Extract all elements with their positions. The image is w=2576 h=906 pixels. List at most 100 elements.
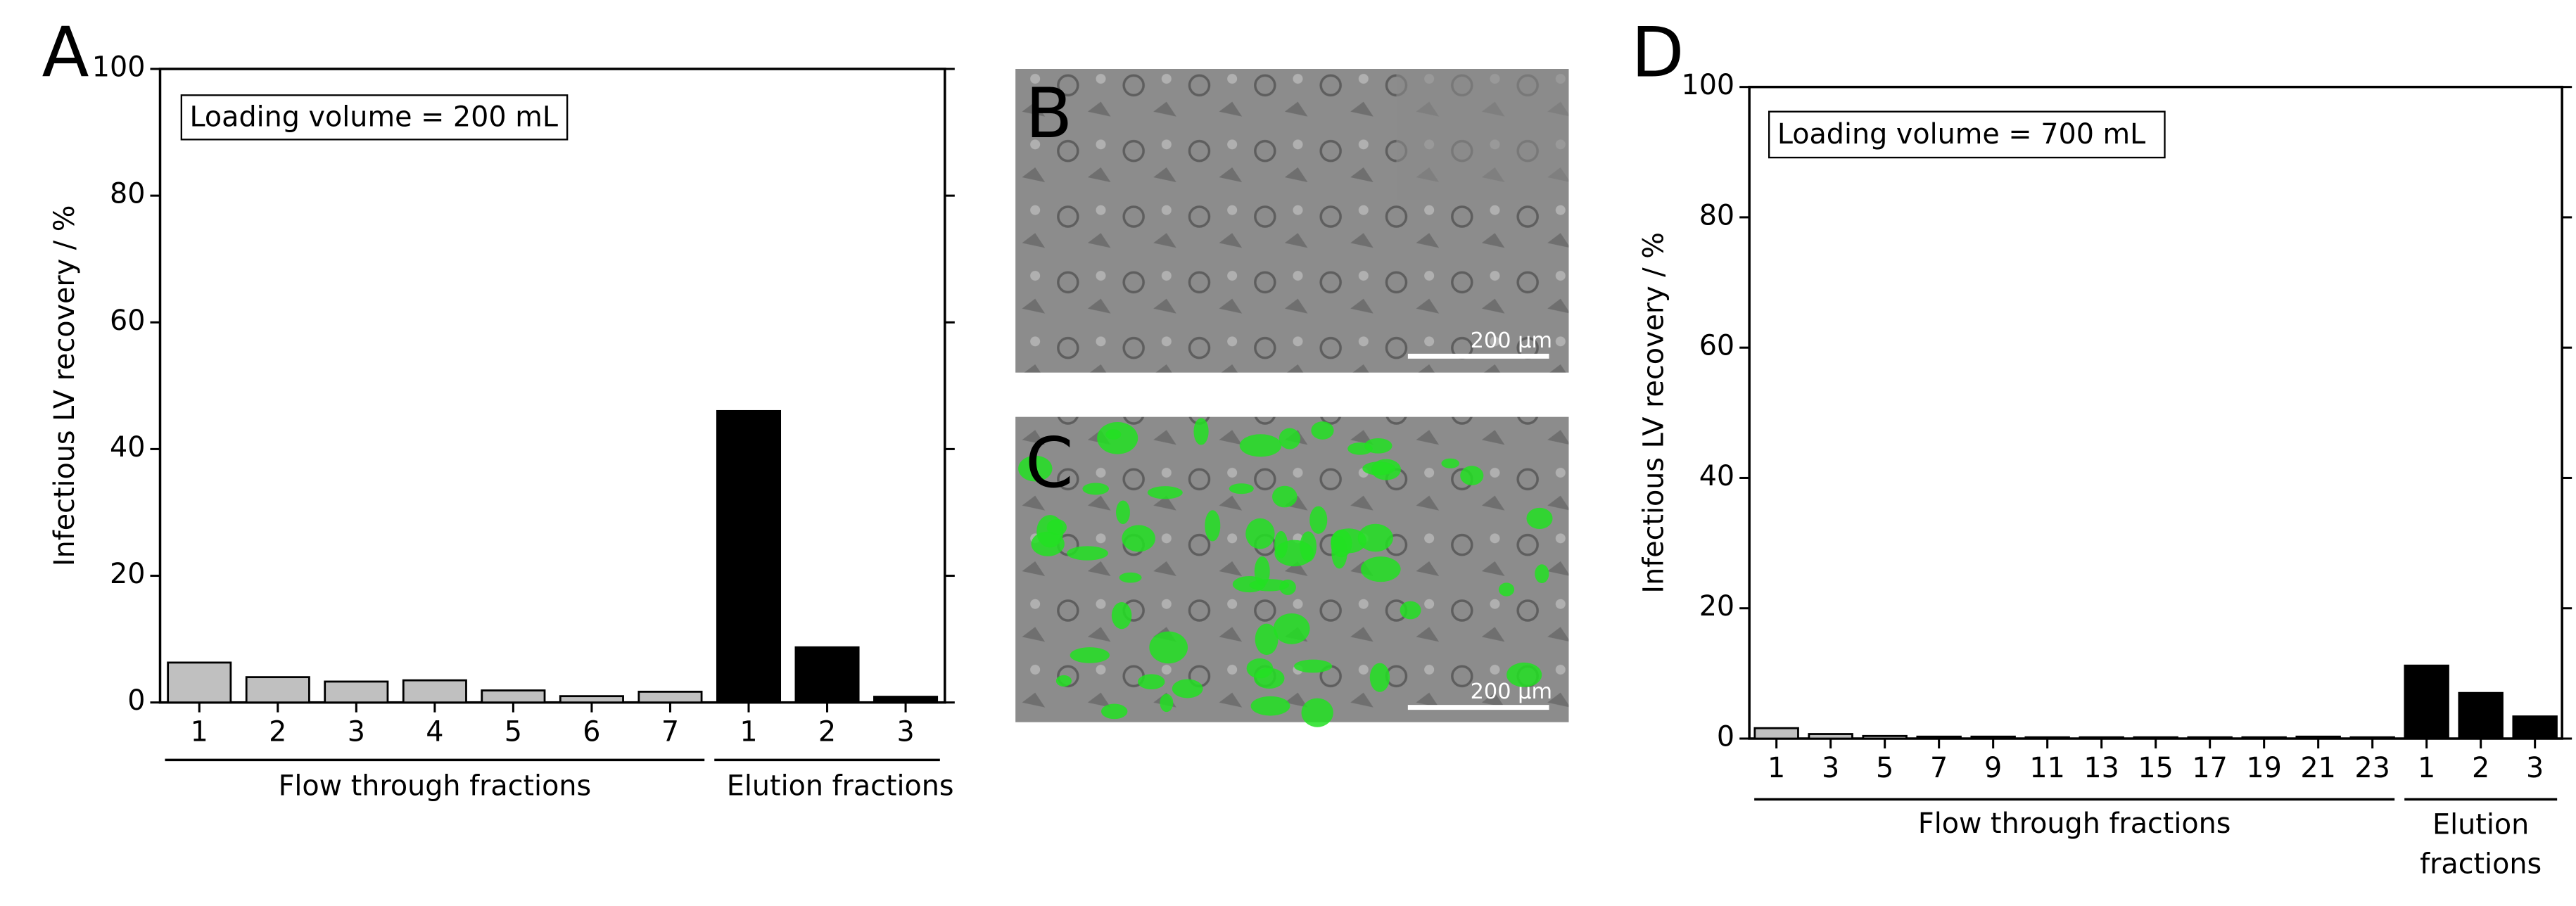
fluorescent-cell	[1193, 418, 1209, 445]
y-axis-label: Infectious LV recovery / %	[49, 205, 81, 566]
bar	[481, 689, 546, 704]
fluorescent-cell	[1254, 668, 1285, 689]
scale-bar-label: 200 µm	[1471, 680, 1552, 704]
x-tick-label: 23	[2354, 752, 2390, 784]
chart: A Loading volume = 200 mL Infectious LV re…	[42, 13, 955, 803]
fluorescent-cell	[1160, 694, 1174, 713]
fluorescent-cell	[1249, 579, 1290, 592]
y-tick-label: 80	[110, 178, 145, 210]
x-tick-label: 2	[818, 716, 836, 748]
bar	[2024, 736, 2070, 740]
fluorescent-cell	[1294, 659, 1333, 673]
fluorescent-cell	[1362, 461, 1396, 476]
fluorescent-cell	[1036, 515, 1064, 548]
y-tick-label: 60	[1699, 330, 1734, 362]
fluorescent-cell	[1105, 429, 1122, 440]
fluorescent-cell	[1506, 662, 1542, 687]
fluorescent-cell	[1369, 663, 1390, 692]
x-tick-label: 11	[2029, 752, 2064, 784]
fluorescent-cell	[1067, 546, 1108, 561]
bar	[1916, 735, 1962, 740]
fluorescent-cell	[1082, 483, 1110, 495]
x-tick-label: 13	[2083, 752, 2119, 784]
fluorescent-cell	[1498, 582, 1515, 596]
annotation: Loading volume = 200 mL	[189, 101, 557, 134]
x-tick-label: 1	[1768, 752, 1785, 784]
group-label: Flow through fractions	[279, 770, 592, 803]
fluorescent-cell	[1055, 675, 1072, 687]
fluorescent-cell	[1311, 421, 1334, 440]
fluorescent-cell	[1357, 523, 1393, 552]
y-tick-label: 20	[1699, 590, 1734, 623]
x-tick-label: 3	[1822, 752, 1839, 784]
fluorescent-cell	[1101, 703, 1128, 720]
bar	[2349, 736, 2395, 740]
y-tick-label: 60	[110, 305, 145, 337]
y-tick-label: 80	[1699, 199, 1734, 231]
fluorescent-cell	[1301, 698, 1333, 727]
y-axis-label: Infectious LV recovery / %	[1638, 232, 1670, 593]
fluorescent-cell	[1255, 623, 1279, 656]
fluorescent-cell	[1018, 455, 1053, 482]
fluorescent-cell	[1441, 458, 1460, 468]
fluorescent-cell	[1229, 483, 1254, 495]
x-tick-label: 7	[1930, 752, 1948, 784]
y-tick-label: 100	[92, 51, 146, 84]
y-tick-label: 0	[127, 684, 145, 717]
bar	[167, 661, 232, 704]
x-tick-label: 3	[348, 716, 365, 748]
annotation-box	[180, 94, 569, 141]
bar	[2241, 736, 2287, 740]
bar	[324, 680, 389, 704]
bar	[2133, 736, 2178, 740]
scale-bar-label: 200 µm	[1471, 328, 1552, 353]
x-tick-label: 5	[505, 716, 522, 748]
fluorescent-cell	[1119, 572, 1142, 583]
fluorescent-cell	[1279, 428, 1301, 449]
fluorescent-cell	[1331, 536, 1347, 569]
bar	[2512, 715, 2558, 740]
y-tick-label: 100	[1681, 69, 1734, 101]
x-tick-label: 2	[2472, 752, 2489, 784]
fluorescent-cell	[1111, 602, 1132, 630]
fluorescent-cell	[1347, 442, 1373, 455]
fluorescent-cell	[1460, 466, 1484, 485]
bar	[2295, 735, 2341, 740]
bar	[2458, 691, 2504, 740]
panel-label: A	[42, 13, 89, 94]
x-tick-label: 7	[661, 716, 679, 748]
fluorescent-cell	[1273, 613, 1310, 644]
group-label: Elution fractions	[727, 770, 954, 803]
x-tick-label: 1	[2418, 752, 2435, 784]
bar	[2079, 736, 2124, 740]
x-tick-label: 1	[740, 716, 757, 748]
plot-frame	[1748, 85, 2563, 740]
x-tick-label: 21	[2300, 752, 2335, 784]
panel-label: C	[1025, 423, 1073, 504]
bar	[559, 695, 624, 704]
x-tick-label: 15	[2138, 752, 2173, 784]
image-c: 200 µm C	[1015, 416, 1569, 727]
fluorescent-cell	[1070, 647, 1110, 663]
fluorescent-cell	[1116, 500, 1130, 525]
fluorescent-cell	[1274, 540, 1314, 567]
fluorescent-cell	[1205, 510, 1221, 542]
plot-frame	[158, 68, 946, 704]
x-tick-label: 4	[426, 716, 443, 748]
group-label: Flow through fractions	[1918, 808, 2231, 840]
bar	[1808, 733, 1853, 740]
fluorescent-cell	[1149, 631, 1188, 664]
fluorescent-cell	[1250, 696, 1290, 716]
y-tick-label: 40	[1699, 460, 1734, 492]
y-tick-label: 40	[110, 431, 145, 464]
fluorescent-cell	[1360, 556, 1401, 582]
bar	[1970, 735, 2016, 740]
fluorescent-cell	[1122, 525, 1155, 552]
micrograph	[1015, 416, 1569, 722]
bar	[794, 646, 860, 704]
x-tick-label: 17	[2192, 752, 2227, 784]
x-tick-label: 3	[2526, 752, 2544, 784]
x-tick-label: 19	[2246, 752, 2281, 784]
